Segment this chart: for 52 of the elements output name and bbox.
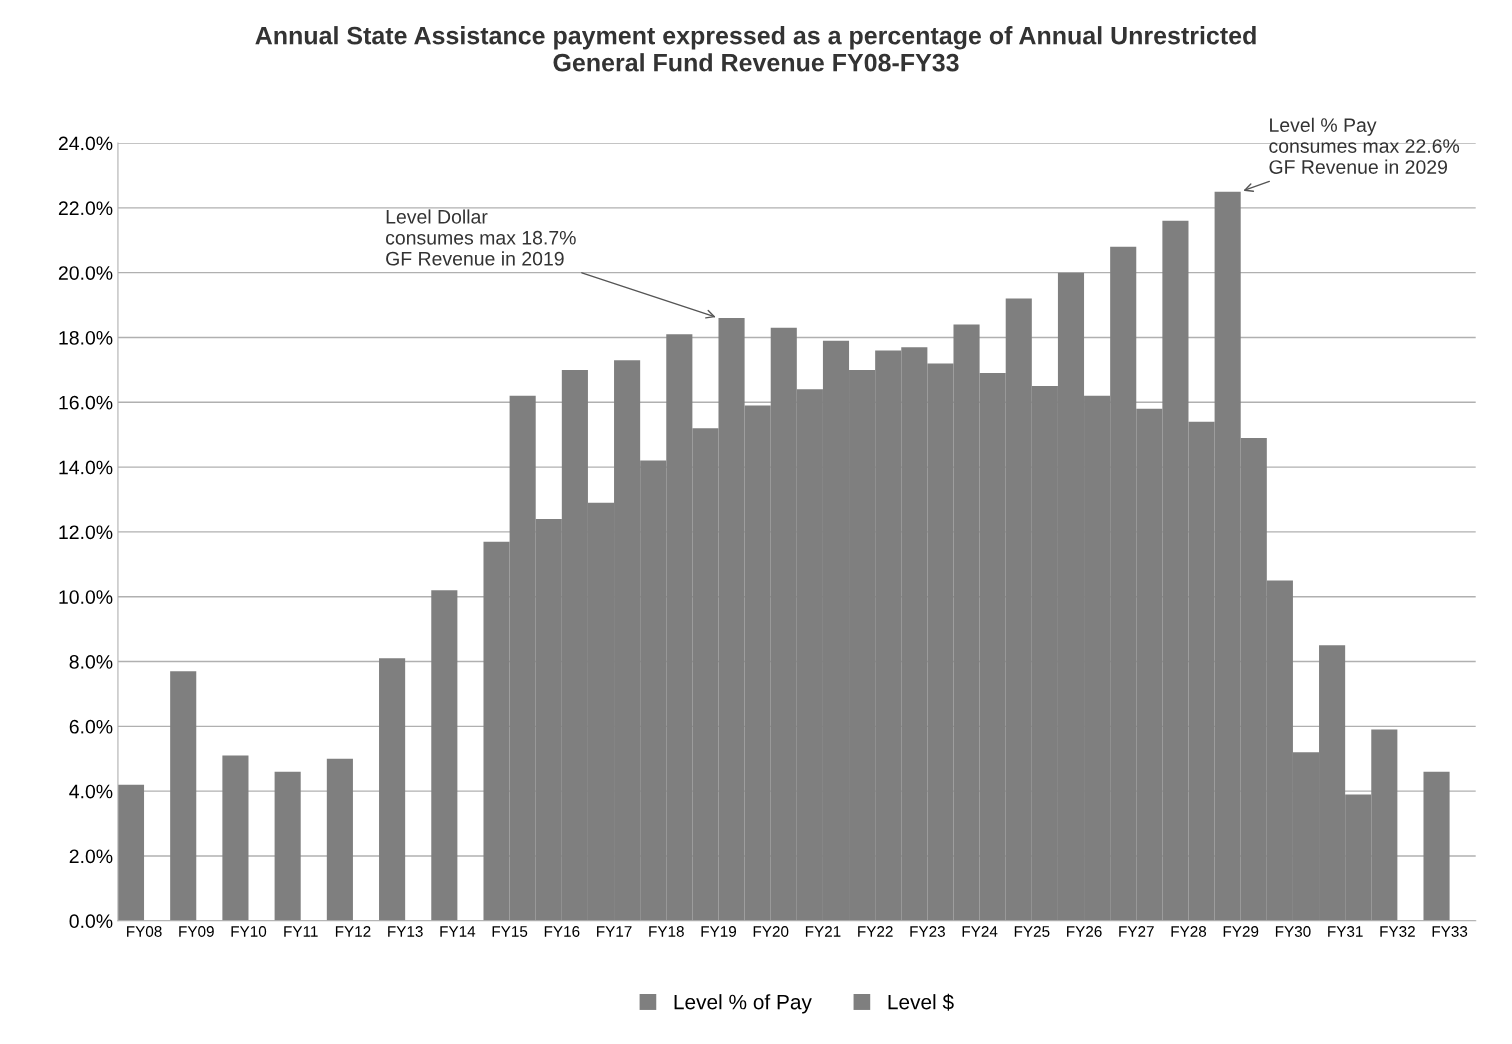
y-tick-label: 14.0% — [59, 460, 113, 475]
x-tick-label: FY09 — [179, 926, 214, 937]
bar — [1423, 771, 1450, 921]
x-tick-label: FY28 — [1171, 926, 1207, 937]
legend-label: Level % of Pay — [674, 994, 812, 1014]
y-tick-label: 10.0% — [59, 590, 113, 604]
bar — [379, 658, 406, 921]
x-tick-label: FY25 — [1014, 926, 1050, 937]
y-tick-label: 4.0% — [69, 784, 113, 799]
bar — [170, 671, 197, 921]
x-tick-label: FY18 — [649, 926, 684, 937]
y-tick-label: 2.0% — [69, 849, 113, 864]
x-tick-label: FY20 — [753, 926, 789, 937]
bar — [431, 590, 458, 921]
bar — [326, 758, 353, 921]
x-tick-label: FY16 — [544, 926, 580, 937]
x-tick-label: FY11 — [284, 926, 318, 937]
annotation: Level Dollar consumes max 18.7% GF Revenue in 2019 — [385, 209, 576, 266]
annotation: Level % Pay consumes max 22.6% GF Revenue in 2029 — [1269, 117, 1460, 174]
x-tick-label: FY19 — [701, 926, 737, 937]
x-tick-label: FY17 — [597, 926, 632, 937]
bar — [222, 755, 249, 921]
x-tick-label: FY27 — [1119, 926, 1154, 937]
y-tick-label: 16.0% — [59, 395, 113, 410]
y-tick-label: 12.0% — [59, 525, 113, 540]
x-tick-label: FY15 — [492, 926, 528, 937]
y-tick-label: 24.0% — [58, 136, 113, 151]
x-tick-label: FY08 — [127, 926, 162, 937]
x-tick-label: FY21 — [805, 926, 841, 937]
legend-label: Level $ — [888, 993, 954, 1011]
bar — [274, 771, 301, 921]
x-tick-label: FY29 — [1223, 926, 1259, 937]
x-tick-label: FY13 — [388, 926, 423, 937]
x-tick-label: FY33 — [1432, 926, 1468, 937]
chart-title: Annual State Assistance payment expressed as a percentage of Annual Unrestricted General Fund Revenue FY08-FY33 — [255, 26, 1256, 72]
y-tick-label: 18.0% — [59, 330, 113, 345]
x-tick-label: FY12 — [335, 926, 371, 937]
x-tick-label: FY24 — [962, 926, 998, 937]
bar — [117, 784, 145, 921]
x-tick-label: FY30 — [1275, 926, 1311, 937]
y-tick-label: 6.0% — [69, 719, 113, 734]
x-tick-label: FY23 — [910, 926, 945, 937]
y-tick-label: 8.0% — [69, 655, 113, 669]
y-tick-label: 22.0% — [58, 201, 113, 216]
x-tick-label: FY10 — [231, 926, 267, 937]
x-tick-label: FY22 — [858, 926, 893, 937]
x-tick-label: FY32 — [1380, 926, 1415, 937]
y-tick-label: 20.0% — [58, 266, 113, 280]
x-tick-label: FY31 — [1328, 926, 1363, 937]
x-tick-label: FY14 — [440, 926, 476, 937]
y-tick-label: 0.0% — [69, 914, 113, 929]
x-tick-label: FY26 — [1067, 926, 1102, 937]
